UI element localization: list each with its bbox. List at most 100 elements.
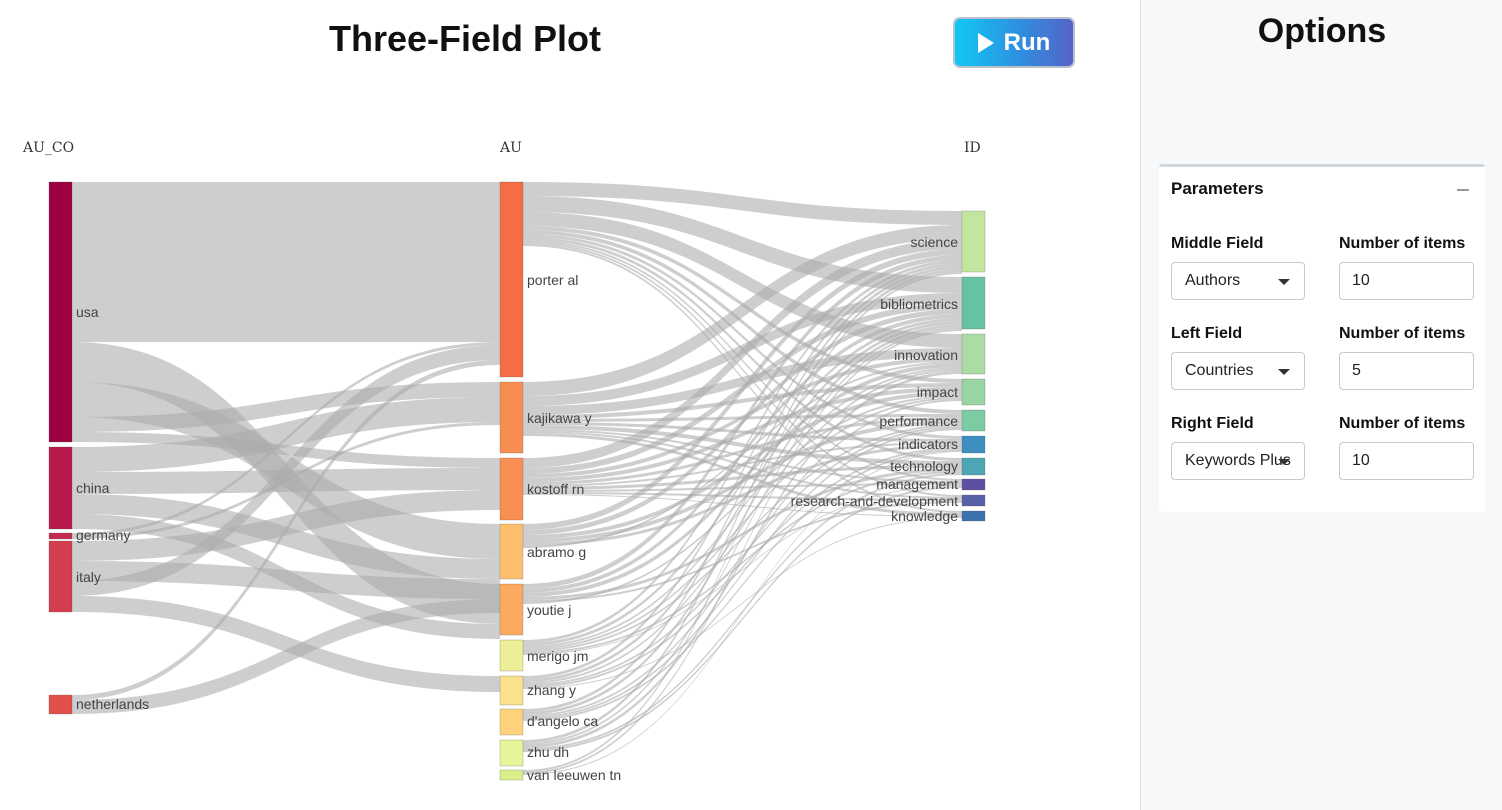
link-middle-right-26[interactable] (523, 465, 962, 490)
right-node-2[interactable] (961, 333, 986, 375)
left-node-4[interactable] (48, 694, 73, 715)
link-middle-right-51[interactable] (523, 369, 962, 684)
left-node-2[interactable] (48, 532, 73, 540)
link-middle-right-64[interactable] (523, 486, 962, 752)
link-middle-right-4[interactable] (523, 230, 962, 414)
link-middle-right-63[interactable] (523, 473, 962, 750)
middle-node-4[interactable] (499, 583, 524, 636)
link-middle-right-45[interactable] (523, 397, 962, 650)
link-middle-right-30[interactable] (523, 249, 962, 530)
left-field-select[interactable]: Countries (1171, 352, 1305, 390)
right-node-label-5: indicators (898, 436, 958, 452)
link-middle-right-13[interactable] (523, 383, 962, 419)
middle-node-label-6: zhang y (527, 682, 576, 698)
link-middle-right-17[interactable] (523, 429, 962, 483)
middle-node-8[interactable] (499, 739, 524, 767)
link-middle-right-49[interactable] (523, 263, 962, 679)
middle-node-6[interactable] (499, 675, 524, 706)
left-node-1[interactable] (48, 446, 73, 530)
link-middle-right-36[interactable] (523, 255, 962, 589)
link-middle-right-32[interactable] (523, 391, 962, 539)
link-middle-right-12[interactable] (523, 348, 962, 415)
link-middle-right-7[interactable] (523, 240, 962, 481)
link-left-middle-4[interactable] (72, 432, 500, 468)
link-middle-right-50[interactable] (523, 321, 962, 682)
right-node-5[interactable] (961, 435, 986, 454)
left-items-input[interactable] (1339, 352, 1474, 390)
link-middle-right-2[interactable] (523, 212, 962, 348)
link-middle-right-41[interactable] (523, 395, 962, 604)
right-items-input[interactable] (1339, 442, 1474, 480)
collapse-icon[interactable] (1457, 189, 1469, 191)
link-middle-right-16[interactable] (523, 425, 962, 465)
link-middle-right-8[interactable] (523, 242, 962, 497)
right-node-6[interactable] (961, 457, 986, 476)
link-left-middle-15[interactable] (72, 360, 500, 700)
middle-field-value: Authors (1185, 272, 1241, 289)
right-node-9[interactable] (961, 510, 986, 522)
link-left-middle-3[interactable] (72, 382, 500, 432)
link-middle-right-19[interactable] (523, 433, 962, 516)
link-middle-right-53[interactable] (523, 447, 962, 688)
left-node-0[interactable] (48, 181, 73, 443)
link-left-middle-0[interactable] (72, 182, 500, 342)
link-middle-right-22[interactable] (523, 357, 962, 478)
link-middle-right-37[interactable] (523, 314, 962, 593)
middle-node-0[interactable] (499, 181, 524, 378)
link-middle-right-58[interactable] (523, 428, 962, 719)
right-node-4[interactable] (961, 409, 986, 432)
link-left-middle-11[interactable] (72, 490, 500, 561)
middle-node-2[interactable] (499, 457, 524, 521)
middle-field-select[interactable]: Authors (1171, 262, 1305, 300)
right-field-select[interactable]: Keywords Plus (1171, 442, 1305, 480)
link-middle-right-46[interactable] (523, 424, 962, 652)
link-middle-right-61[interactable] (523, 327, 962, 745)
link-middle-right-52[interactable] (523, 426, 962, 686)
main-panel: Three-Field Plot Run usa china germany ital… (22, 17, 1075, 783)
link-middle-right-5[interactable] (523, 234, 962, 439)
link-middle-right-59[interactable] (523, 449, 962, 721)
left-node-3[interactable] (48, 540, 73, 613)
link-middle-right-15[interactable] (523, 422, 962, 442)
link-middle-right-10[interactable] (523, 225, 962, 396)
middle-node-5[interactable] (499, 639, 524, 672)
link-middle-right-67[interactable] (523, 451, 962, 775)
link-middle-right-34[interactable] (523, 444, 962, 546)
link-middle-right-20[interactable] (523, 239, 962, 468)
middle-node-3[interactable] (499, 523, 524, 580)
link-left-middle-13[interactable] (72, 345, 500, 596)
link-left-middle-9[interactable] (72, 342, 500, 536)
middle-items-input[interactable] (1339, 262, 1474, 300)
link-left-middle-14[interactable] (72, 596, 500, 692)
link-middle-right-56[interactable] (523, 324, 962, 715)
link-middle-right-43[interactable] (523, 318, 962, 646)
link-middle-right-54[interactable] (523, 517, 962, 689)
middle-node-1[interactable] (499, 381, 524, 454)
right-node-8[interactable] (961, 494, 986, 507)
link-middle-right-0[interactable] (523, 182, 962, 225)
link-middle-right-48[interactable] (523, 485, 962, 655)
link-left-middle-10[interactable] (72, 422, 500, 539)
middle-node-9[interactable] (499, 769, 524, 781)
link-middle-right-62[interactable] (523, 371, 962, 748)
link-middle-right-47[interactable] (523, 471, 962, 654)
link-middle-right-42[interactable] (523, 260, 962, 643)
link-middle-right-38[interactable] (523, 363, 962, 597)
link-middle-right-55[interactable] (523, 266, 962, 712)
right-node-7[interactable] (961, 478, 986, 491)
link-middle-right-66[interactable] (523, 329, 962, 774)
link-middle-right-60[interactable] (523, 269, 962, 743)
link-middle-right-39[interactable] (523, 468, 962, 600)
right-field-value: Keywords Plus (1185, 452, 1291, 469)
run-button[interactable]: Run (953, 17, 1075, 68)
link-middle-right-23[interactable] (523, 387, 962, 482)
middle-node-label-7: d'angelo ca (527, 713, 598, 729)
link-left-middle-5[interactable] (72, 397, 500, 472)
right-node-3[interactable] (961, 378, 986, 406)
link-left-middle-16[interactable] (72, 599, 500, 714)
right-node-0[interactable] (961, 210, 986, 273)
right-node-1[interactable] (961, 276, 986, 330)
link-middle-right-65[interactable] (523, 272, 962, 772)
middle-node-7[interactable] (499, 708, 524, 736)
left-items-label: Number of items (1339, 325, 1466, 342)
